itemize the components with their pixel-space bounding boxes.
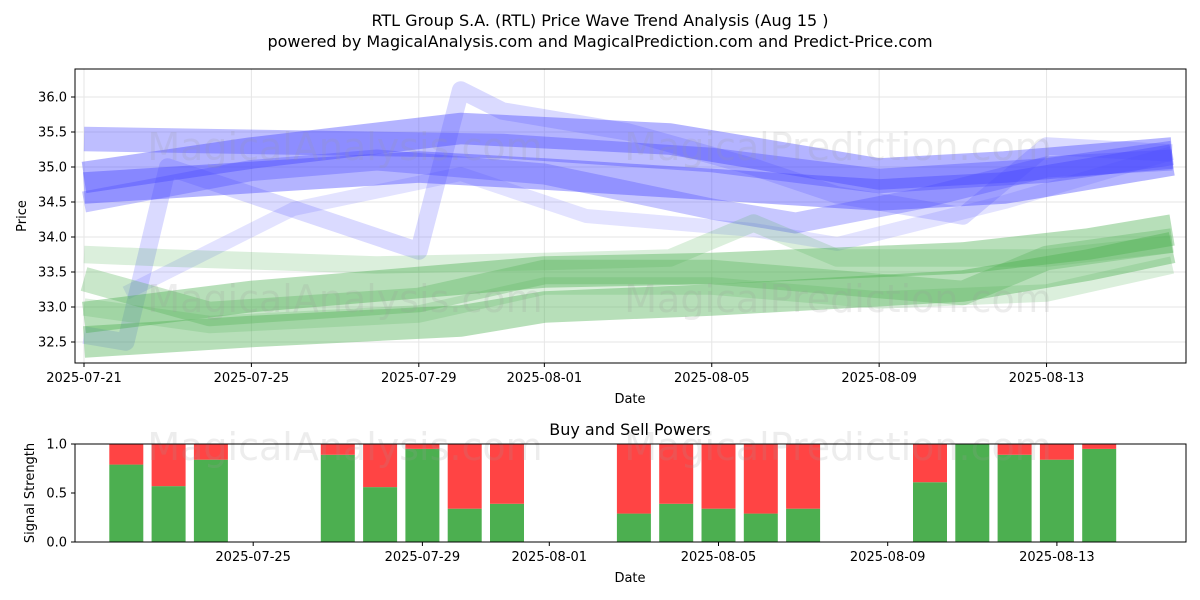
sell-bar: [490, 444, 524, 504]
signal-y-tick-label: 0.0: [46, 536, 67, 551]
price-x-axis-label: Date: [614, 392, 645, 407]
buy-bar: [490, 503, 524, 542]
sell-bar: [320, 444, 355, 455]
signal-x-tick-label: 2025-08-05: [681, 550, 757, 565]
buy-bar: [363, 487, 398, 542]
wave-band-green-wave-1: [82, 214, 1175, 334]
signal-x-tick-label: 2025-08-13: [1019, 550, 1095, 565]
sell-bar: [363, 444, 398, 488]
signal-x-axis: 2025-07-25 2025-07-29 2025-08-01 2025-08-05…: [215, 542, 1095, 565]
watermark-right-lower: MagicalPrediction.com: [624, 277, 1052, 321]
price-x-tick-label: 2025-07-21: [46, 371, 122, 386]
buy-bar: [955, 444, 990, 542]
wave-band-blue-wave-6: [122, 146, 1175, 300]
sell-bar: [193, 444, 228, 460]
watermark-left-signal: MagicalAnalysis.com: [147, 425, 542, 469]
signal-y-axis-label: Signal Strength: [23, 443, 38, 543]
signal-x-axis-label: Date: [614, 571, 645, 586]
signal-y-tick-label: 0.5: [46, 487, 67, 502]
buy-bar: [193, 459, 228, 542]
sell-bar: [659, 444, 694, 504]
price-plot-frame: [74, 68, 1187, 364]
buy-bar: [659, 503, 694, 542]
wave-band-green-wave-3: [80, 228, 1174, 327]
buy-bar: [109, 464, 144, 542]
wave-band-blue-wave-4: [82, 149, 1173, 234]
sell-bar: [997, 444, 1032, 455]
price-y-tick-label: 34.5: [38, 196, 67, 211]
buy-bar: [151, 486, 186, 542]
signal-x-tick-label: 2025-07-29: [385, 550, 461, 565]
buy-bar: [616, 513, 651, 542]
buy-bar: [405, 448, 440, 542]
price-y-tick-label: 32.5: [38, 336, 67, 351]
price-y-tick-label: 35.0: [38, 161, 67, 176]
price-x-tick-label: 2025-07-29: [381, 371, 457, 386]
watermark-right-upper: MagicalPrediction.com: [624, 125, 1052, 169]
sell-bar: [447, 444, 482, 509]
price-x-tick-label: 2025-08-01: [507, 371, 583, 386]
wave-band-blue-wave-3: [83, 126, 1174, 194]
watermark-left-lower: MagicalAnalysis.com: [147, 277, 542, 321]
watermark-right-signal: MagicalPrediction.com: [624, 425, 1052, 469]
signal-x-tick-label: 2025-07-25: [215, 550, 291, 565]
buy-bar: [743, 513, 778, 542]
price-y-tick-label: 33.0: [38, 301, 67, 316]
price-y-axis: 32.5 33.0 33.5 34.0 34.5 35.0 35.5 36.0: [38, 91, 75, 351]
wave-band-green-wave-4: [83, 214, 1174, 274]
price-wave-bands: [80, 81, 1176, 358]
wave-band-blue-wave-2: [83, 144, 1175, 211]
sell-bar: [109, 444, 144, 465]
signal-panel-title: Buy and Sell Powers: [549, 420, 711, 439]
chart-subtitle: powered by MagicalAnalysis.com and Magic…: [267, 32, 932, 51]
signal-bars: [109, 444, 1117, 542]
sell-bar: [743, 444, 778, 514]
price-x-tick-label: 2025-07-25: [214, 371, 290, 386]
buy-bar: [447, 508, 482, 542]
buy-bar: [997, 454, 1032, 542]
buy-bar: [1039, 459, 1074, 542]
price-y-tick-label: 33.5: [38, 266, 67, 281]
sell-bar: [616, 444, 651, 514]
buy-bar: [1082, 448, 1117, 542]
price-y-axis-label: Price: [15, 200, 30, 232]
buy-bar: [701, 508, 736, 542]
price-y-tick-label: 34.0: [38, 231, 67, 246]
signal-x-tick-label: 2025-08-09: [850, 550, 926, 565]
sell-bar: [1039, 444, 1074, 460]
price-x-tick-label: 2025-08-05: [674, 371, 750, 386]
chart-title: RTL Group S.A. (RTL) Price Wave Trend An…: [371, 11, 828, 30]
price-x-tick-label: 2025-08-09: [841, 371, 917, 386]
price-y-tick-label: 35.5: [38, 126, 67, 141]
sell-bar: [701, 444, 736, 509]
watermark-left-upper: MagicalAnalysis.com: [147, 125, 542, 169]
wave-band-green-wave-5: [82, 256, 1175, 334]
wave-band-blue-wave-1: [81, 112, 1174, 194]
buy-bar: [786, 508, 821, 542]
signal-panel: Buy and Sell Powers MagicalAnalysis.com …: [23, 420, 1187, 586]
buy-bar: [913, 482, 947, 542]
price-y-tick-label: 36.0: [38, 91, 67, 106]
price-x-axis: 2025-07-21 2025-07-25 2025-07-29 2025-08-01…: [46, 363, 1084, 386]
wave-band-green-wave-2: [83, 232, 1176, 358]
signal-y-tick-label: 1.0: [46, 438, 67, 453]
price-grid: [75, 69, 1186, 363]
price-panel: MagicalAnalysis.com MagicalPrediction.co…: [15, 68, 1187, 407]
sell-bar: [151, 444, 186, 487]
sell-bar: [1082, 444, 1117, 449]
price-x-tick-label: 2025-08-13: [1009, 371, 1085, 386]
wave-band-blue-wave-5: [82, 81, 1173, 351]
signal-y-axis: 0.0 0.5 1.0: [46, 438, 75, 551]
sell-bar: [786, 444, 821, 509]
signal-x-tick-label: 2025-08-01: [512, 550, 588, 565]
sell-bar: [913, 444, 947, 483]
buy-bar: [320, 454, 355, 542]
sell-bar: [405, 444, 440, 449]
